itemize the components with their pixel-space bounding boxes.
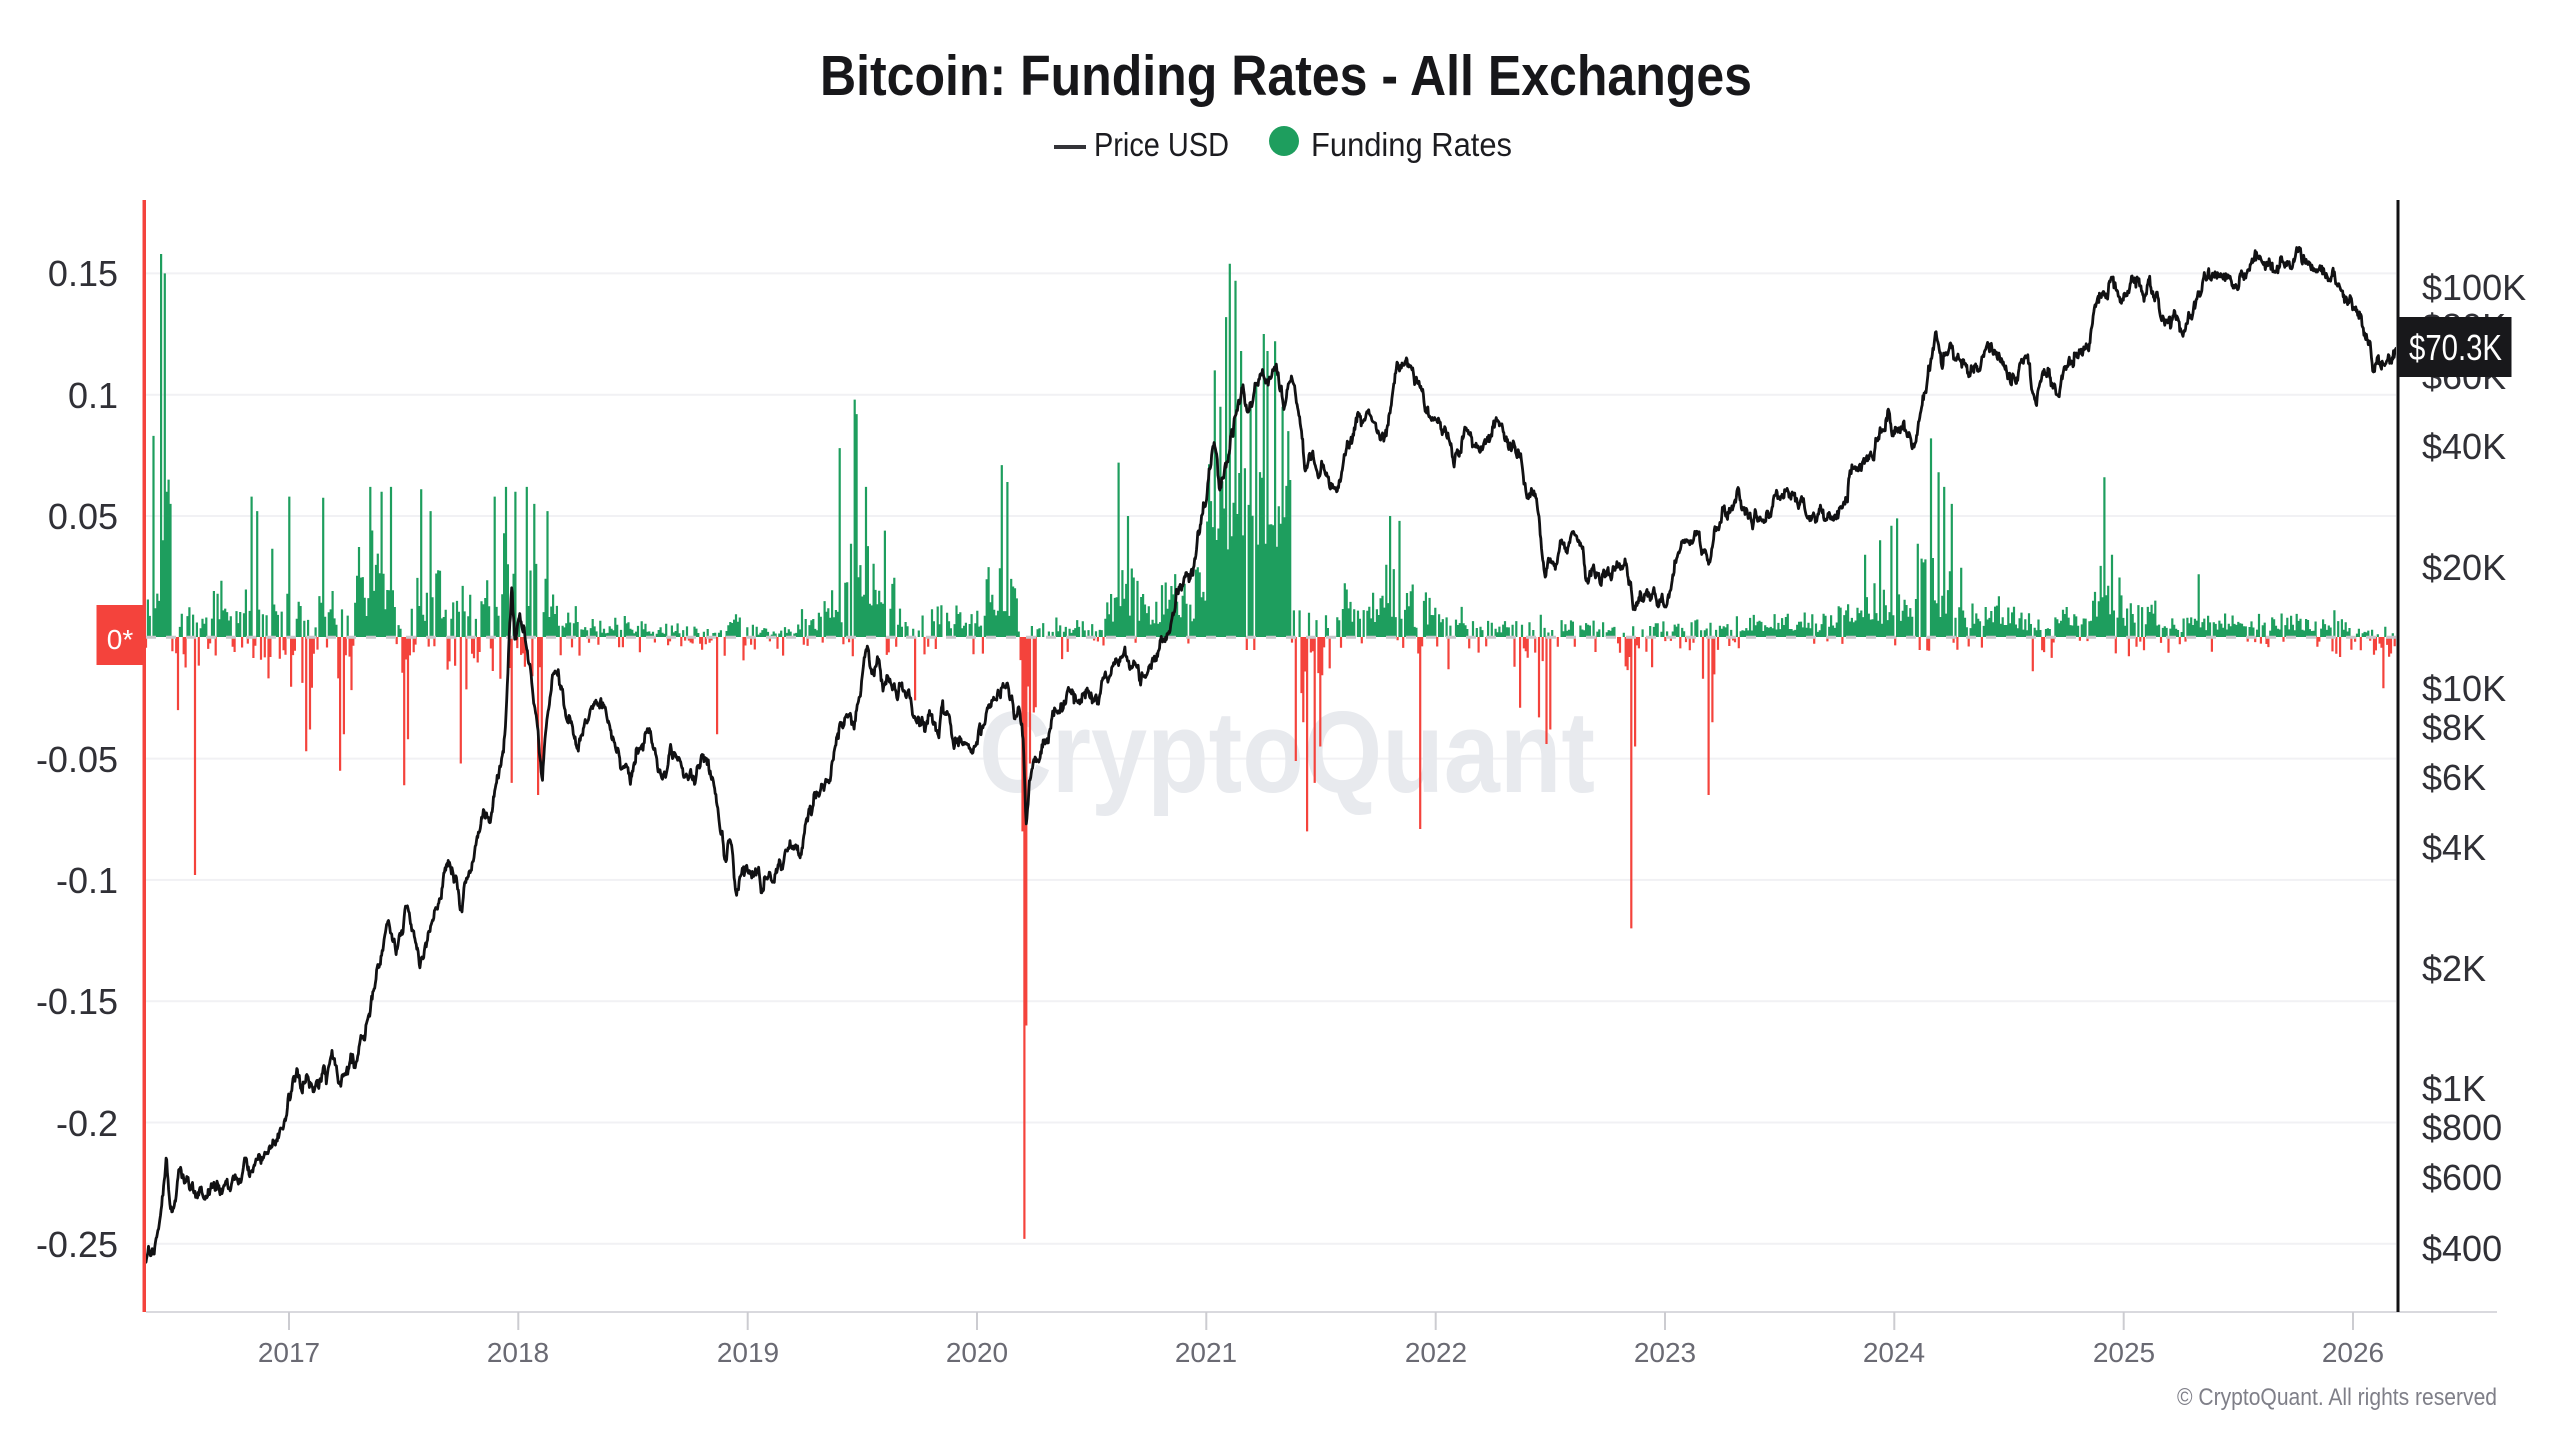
svg-text:© CryptoQuant. All rights rese: © CryptoQuant. All rights reserved [2177,1384,2497,1411]
svg-text:2025: 2025 [2093,1337,2155,1368]
svg-text:Funding Rates: Funding Rates [1311,126,1512,163]
svg-text:2026: 2026 [2322,1337,2384,1368]
svg-text:$6K: $6K [2422,757,2486,798]
svg-text:2022: 2022 [1405,1337,1467,1368]
svg-text:-0.25: -0.25 [36,1224,118,1265]
svg-text:-0.1: -0.1 [56,860,118,901]
svg-text:0.15: 0.15 [48,253,118,294]
svg-text:$10K: $10K [2422,668,2506,709]
svg-text:2020: 2020 [946,1337,1008,1368]
svg-text:2023: 2023 [1634,1337,1696,1368]
svg-text:$1K: $1K [2422,1068,2486,1109]
svg-text:$70.3K: $70.3K [2409,327,2502,368]
svg-text:$400: $400 [2422,1228,2502,1269]
svg-text:$2K: $2K [2422,948,2486,989]
svg-text:-0.05: -0.05 [36,739,118,780]
svg-text:Bitcoin: Funding Rates - All E: Bitcoin: Funding Rates - All Exchanges [820,44,1752,108]
svg-text:-0.2: -0.2 [56,1103,118,1144]
svg-text:$20K: $20K [2422,547,2506,588]
svg-text:Price USD: Price USD [1094,126,1229,163]
svg-text:$800: $800 [2422,1107,2502,1148]
svg-text:0*: 0* [107,624,134,655]
svg-text:CryptoQuant: CryptoQuant [979,687,1595,817]
svg-text:0.1: 0.1 [68,375,118,416]
svg-text:$40K: $40K [2422,426,2506,467]
svg-text:2024: 2024 [1863,1337,1925,1368]
svg-text:$100K: $100K [2422,267,2526,308]
svg-text:$4K: $4K [2422,827,2486,868]
svg-text:0.05: 0.05 [48,496,118,537]
svg-text:2019: 2019 [717,1337,779,1368]
svg-text:2021: 2021 [1175,1337,1237,1368]
svg-text:-0.15: -0.15 [36,981,118,1022]
svg-text:2018: 2018 [487,1337,549,1368]
svg-text:$8K: $8K [2422,707,2486,748]
svg-text:2017: 2017 [258,1337,320,1368]
svg-text:$600: $600 [2422,1157,2502,1198]
